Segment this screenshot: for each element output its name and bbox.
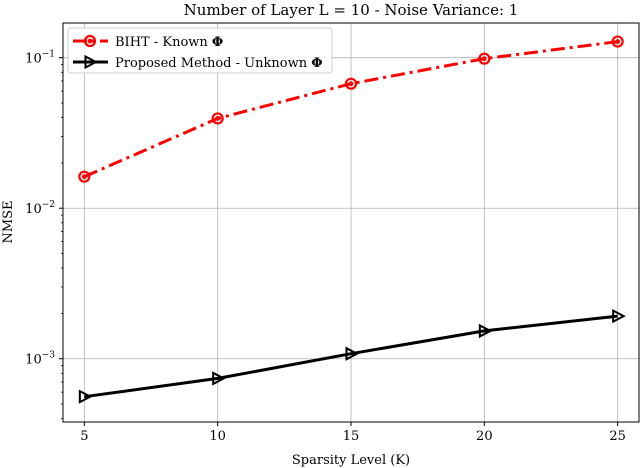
data-point-1-3 (478, 323, 493, 339)
data-point-1-2 (345, 346, 360, 361)
y-axis-label: NMSE (1, 200, 16, 243)
legend-label-1: Proposed Method - Unknown Φ (115, 56, 323, 71)
y-tick-label: 10−2 (25, 200, 55, 217)
x-tick-label: 15 (343, 429, 360, 444)
x-tick-label: 25 (609, 429, 626, 444)
y-tick-exponent: −3 (42, 351, 56, 361)
legend-label-text: BIHT - Known (115, 35, 212, 50)
legend-label-symbol: Φ (311, 56, 322, 71)
x-tick-label: 10 (209, 429, 226, 444)
x-tick-label: 5 (80, 429, 88, 444)
data-point-0-0-center (81, 174, 87, 180)
x-axis-label: Sparsity Level (K) (292, 453, 410, 468)
data-point-0-3 (478, 52, 491, 65)
series-0 (78, 35, 624, 183)
y-tick-label: 10−1 (25, 50, 55, 67)
data-point-0-0 (78, 170, 91, 183)
y-tick-base: 10 (25, 52, 42, 67)
x-axis: 5 10 15 20 25 (80, 422, 626, 444)
series-layer (78, 35, 626, 404)
legend-entry-0: BIHT - Known Φ (73, 34, 223, 50)
legend-label-0: BIHT - Known Φ (115, 35, 223, 50)
y-axis: 10−110−210−3 (25, 50, 63, 420)
data-point-0-1 (211, 112, 224, 125)
data-point-0-3-center (481, 56, 487, 62)
legend-marker-1 (84, 54, 99, 70)
legend-label-symbol: Φ (212, 35, 223, 50)
data-point-0-1-center (215, 116, 221, 121)
chart-title: Number of Layer L = 10 - Noise Variance:… (184, 1, 519, 19)
y-tick-exponent: −1 (42, 50, 55, 60)
data-point-1-0 (78, 389, 93, 404)
x-tick-label: 20 (476, 429, 493, 444)
legend-marker-0-center (87, 38, 93, 44)
series-1 (78, 308, 626, 404)
series-line-1 (84, 314, 618, 399)
legend-entry-1: Proposed Method - Unknown Φ (73, 54, 323, 71)
legend-marker-0 (83, 34, 97, 48)
legend-label-text: Proposed Method - Unknown (115, 56, 311, 71)
data-point-0-4-center (615, 39, 621, 44)
data-point-0-4 (611, 35, 624, 48)
data-point-1-1 (212, 371, 226, 386)
legend-box (67, 27, 333, 74)
y-tick-base: 10 (25, 353, 42, 368)
data-point-0-2-center (348, 81, 354, 87)
data-point-0-2 (344, 77, 358, 90)
data-point-1-4 (612, 308, 626, 324)
y-tick-label: 10−3 (25, 351, 55, 368)
y-tick-base: 10 (25, 202, 42, 217)
y-tick-exponent: −2 (42, 200, 55, 210)
